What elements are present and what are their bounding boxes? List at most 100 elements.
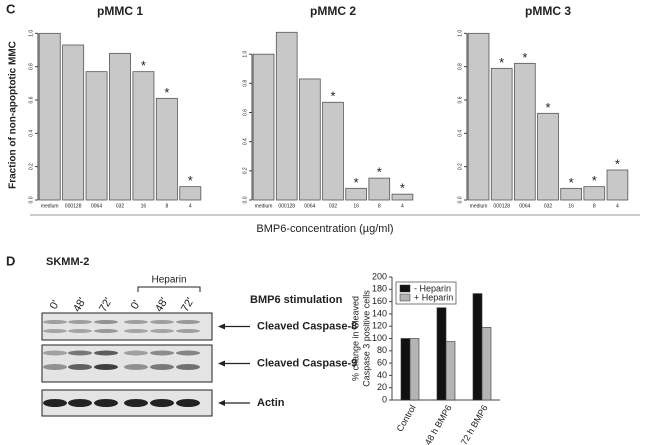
bar [560, 187, 582, 201]
x-tick-label: medium [470, 203, 488, 209]
bar [132, 71, 155, 201]
y-tick-label: 0.8 [28, 63, 34, 70]
blot-frame [41, 344, 213, 383]
y-tick-label: 0.0 [457, 196, 463, 203]
lane-label: 0' [129, 298, 144, 311]
blot-band [68, 350, 92, 356]
y-tick-label: 0.4 [242, 138, 248, 145]
blot-band [150, 320, 174, 324]
y-axis-label: % change in Cleaved [350, 296, 360, 381]
arrow-head [218, 323, 225, 330]
blot-band [43, 329, 67, 333]
bar [472, 293, 483, 401]
bar [85, 71, 108, 201]
y-tick-label: 160 [372, 296, 387, 306]
y-tick-label: 200 [372, 271, 387, 281]
panel-label: C [6, 1, 16, 16]
x-tick-label: 8 [165, 203, 168, 209]
y-tick-label: 180 [372, 284, 387, 294]
stimulation-label: BMP6 stimulation [250, 294, 343, 306]
cell-line: SKMM-2 [46, 256, 89, 268]
x-tick-label: 16 [353, 203, 359, 209]
significance-marker: * [188, 173, 193, 188]
y-tick-label: 0.6 [28, 96, 34, 103]
bar [252, 53, 275, 201]
bar [155, 97, 178, 201]
bar [391, 193, 414, 201]
lane-label: 0' [48, 298, 63, 311]
lane-label: 48' [71, 296, 89, 314]
bar [436, 307, 447, 401]
blot-band [150, 329, 174, 333]
legend-swatch [399, 284, 411, 293]
x-tick-label: 032 [329, 203, 338, 209]
significance-marker: * [354, 175, 359, 190]
x-tick-label: 032 [116, 203, 125, 209]
bar [606, 169, 629, 201]
bar [445, 341, 456, 401]
x-tick-label: 16 [568, 203, 574, 209]
x-tick-label: 4 [189, 203, 192, 209]
blot-band [68, 320, 92, 324]
blot-band [68, 329, 92, 333]
blot-band [176, 320, 200, 324]
blot-band [94, 329, 118, 333]
y-tick-label: 0.2 [457, 163, 463, 170]
x-tick-label: 8 [593, 203, 596, 209]
blot-band [68, 364, 92, 370]
heparin-label: Heparin [151, 275, 186, 286]
y-tick-label: 0.8 [457, 63, 463, 70]
significance-marker: * [615, 156, 620, 171]
x-axis-label: BMP6-concentration (µg/ml) [256, 223, 393, 235]
heparin-bracket [137, 286, 201, 292]
x-tick-label: 0064 [304, 203, 315, 209]
blot-label: Actin [257, 397, 285, 409]
blot-band [43, 399, 67, 407]
blot-band [43, 364, 67, 370]
bar [62, 44, 85, 201]
blot-label: Cleaved Caspase-9 [257, 357, 357, 369]
y-tick-label: 60 [377, 357, 387, 367]
significance-marker: * [377, 165, 382, 180]
blot-band [150, 399, 174, 407]
y-tick-label: 0.2 [242, 167, 248, 174]
bar [481, 327, 492, 401]
legend-label: + Heparin [414, 292, 453, 302]
legend-box [395, 281, 457, 305]
bar [322, 101, 344, 201]
lane-label: 72' [179, 296, 197, 314]
y-tick-label: 0.2 [28, 163, 34, 170]
y-tick-label: 1.0 [457, 30, 463, 37]
blot-label: Cleaved Caspase-8 [257, 320, 357, 332]
y-tick-label: 140 [372, 308, 387, 318]
western-blot [41, 312, 250, 417]
blot-band [124, 350, 148, 356]
blot-band [176, 364, 200, 370]
y-tick-label: 80 [377, 345, 387, 355]
bar [275, 31, 298, 201]
blot-band [124, 364, 148, 370]
blot-band [124, 329, 148, 333]
bar [400, 338, 411, 401]
x-tick-label: 032 [544, 203, 553, 209]
blot-band [94, 364, 118, 370]
x-tick-label: 4 [401, 203, 404, 209]
lane-label: 48' [153, 296, 171, 314]
legend-label: - Heparin [414, 283, 451, 293]
y-tick-label: 0.4 [457, 130, 463, 137]
y-axis-label: Caspase 3 positive cells [361, 290, 371, 387]
arrow-head [218, 360, 225, 367]
y-tick-label: 20 [377, 382, 387, 392]
blot-band [43, 350, 67, 356]
y-tick-label: 100 [372, 333, 387, 343]
bar [345, 187, 367, 201]
blot-frame [41, 312, 213, 341]
x-tick-label: 000128 [278, 203, 295, 209]
x-tick-label: 4 [616, 203, 619, 209]
blot-band [68, 399, 92, 407]
x-tick-label: Control [395, 403, 418, 433]
bar [467, 32, 490, 201]
blot-band [176, 350, 200, 356]
bar [409, 338, 420, 401]
